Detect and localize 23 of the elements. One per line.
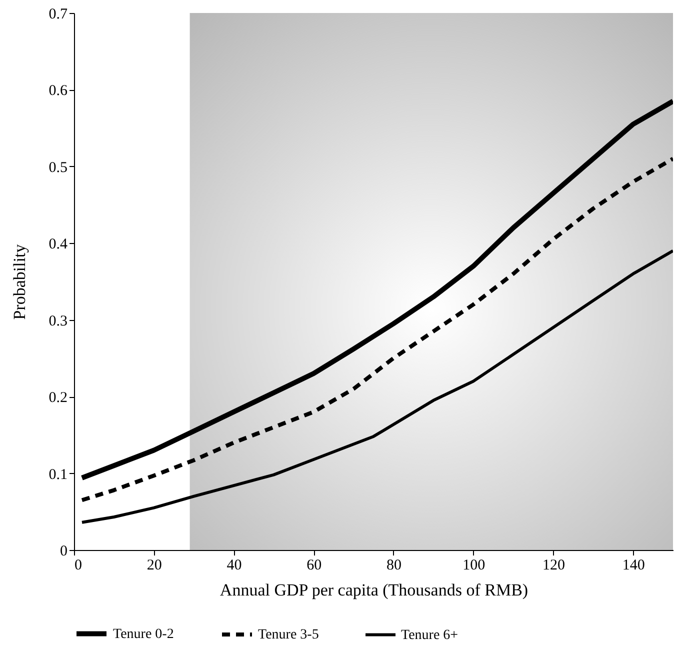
x-tick-label: 60	[306, 558, 322, 574]
x-axis-title: Annual GDP per capita (Thousands of RMB)	[220, 580, 528, 600]
x-tick-label: 0	[74, 558, 82, 574]
legend-label: Tenure 3-5	[258, 628, 319, 642]
y-tick-label: 0.5	[48, 160, 68, 176]
y-tick-label: 0.2	[48, 390, 68, 406]
legend-label: Tenure 0-2	[113, 626, 174, 642]
line-series	[80, 156, 673, 502]
y-axis-title: Probability	[10, 244, 29, 320]
y-tick-label: 0.1	[48, 466, 68, 483]
y-tick-label: 0.3	[48, 313, 68, 330]
x-tick-label: 100	[462, 558, 486, 574]
x-tick-label: 120	[542, 558, 565, 574]
y-tick-label: 0.4	[48, 236, 68, 253]
y-tick-label: 0.6	[48, 83, 68, 100]
line-series	[80, 249, 673, 524]
legend-label: Tenure 6+	[401, 628, 458, 643]
y-tick-label: 0.7	[48, 6, 68, 22]
x-tick-label: 80	[386, 558, 402, 574]
x-tick-label: 140	[622, 558, 645, 574]
x-tick-label: 20	[146, 558, 162, 574]
x-tick-label: 40	[226, 558, 242, 574]
y-tick-label: 0	[60, 544, 68, 560]
